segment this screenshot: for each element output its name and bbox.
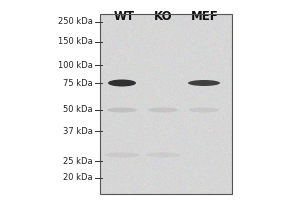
- Text: 50 kDa: 50 kDa: [63, 106, 93, 114]
- Text: 37 kDa: 37 kDa: [63, 127, 93, 136]
- Ellipse shape: [108, 79, 136, 86]
- Ellipse shape: [104, 152, 140, 158]
- Text: 25 kDa: 25 kDa: [63, 156, 93, 166]
- Ellipse shape: [148, 108, 178, 112]
- Ellipse shape: [146, 152, 181, 158]
- Ellipse shape: [107, 108, 137, 112]
- Ellipse shape: [189, 108, 219, 112]
- Bar: [100, 14, 232, 194]
- Text: MEF: MEF: [191, 10, 219, 23]
- Text: 150 kDa: 150 kDa: [58, 38, 93, 46]
- Text: KO: KO: [154, 10, 172, 23]
- Text: 100 kDa: 100 kDa: [58, 60, 93, 70]
- Ellipse shape: [188, 80, 220, 86]
- Text: 250 kDa: 250 kDa: [58, 18, 93, 26]
- Text: 75 kDa: 75 kDa: [63, 78, 93, 88]
- Text: 20 kDa: 20 kDa: [63, 173, 93, 182]
- Text: WT: WT: [113, 10, 135, 23]
